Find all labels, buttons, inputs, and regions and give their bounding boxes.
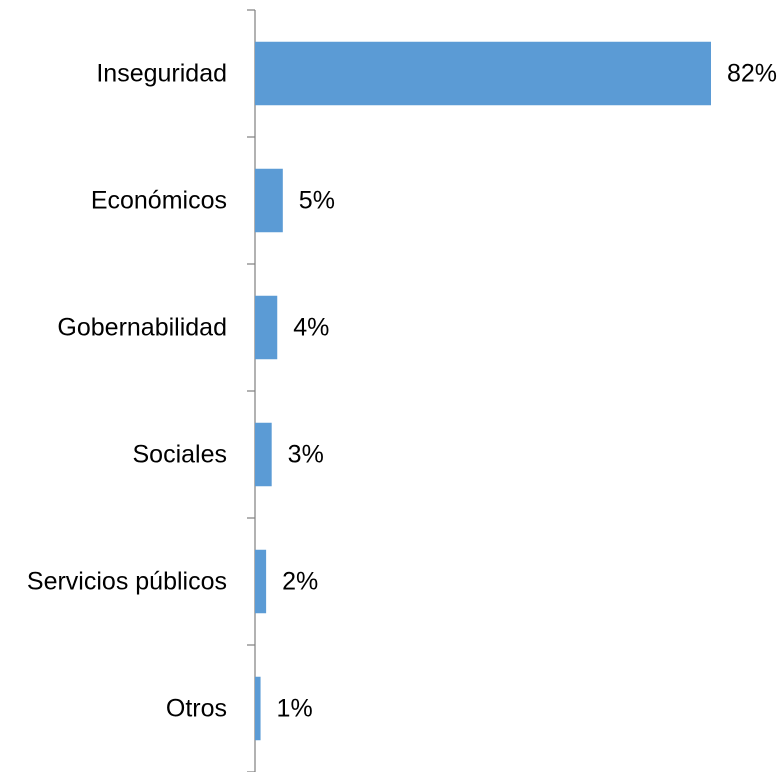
category-label: Sociales	[133, 441, 228, 469]
axis-layer	[247, 9, 256, 772]
category-label: Económicos	[91, 187, 227, 215]
category-label: Otros	[166, 695, 227, 723]
value-label: 3%	[288, 441, 324, 469]
bar-0	[255, 41, 711, 106]
value-label: 2%	[282, 568, 318, 596]
bar-4	[255, 549, 267, 614]
value-label: 4%	[293, 314, 329, 342]
bar-2	[255, 295, 278, 360]
bar-3	[255, 422, 272, 487]
bar-5	[255, 676, 261, 741]
bars-layer	[255, 41, 711, 741]
category-label: Inseguridad	[96, 60, 227, 88]
value-label: 5%	[299, 187, 335, 215]
value-label: 1%	[277, 695, 313, 723]
value-label: 82%	[727, 60, 777, 88]
category-label: Gobernabilidad	[57, 314, 227, 342]
labels-layer: Inseguridad 82% Económicos 5% Gobernabilidad…	[27, 60, 777, 723]
category-label: Servicios públicos	[27, 568, 227, 596]
bar-1	[255, 168, 283, 233]
